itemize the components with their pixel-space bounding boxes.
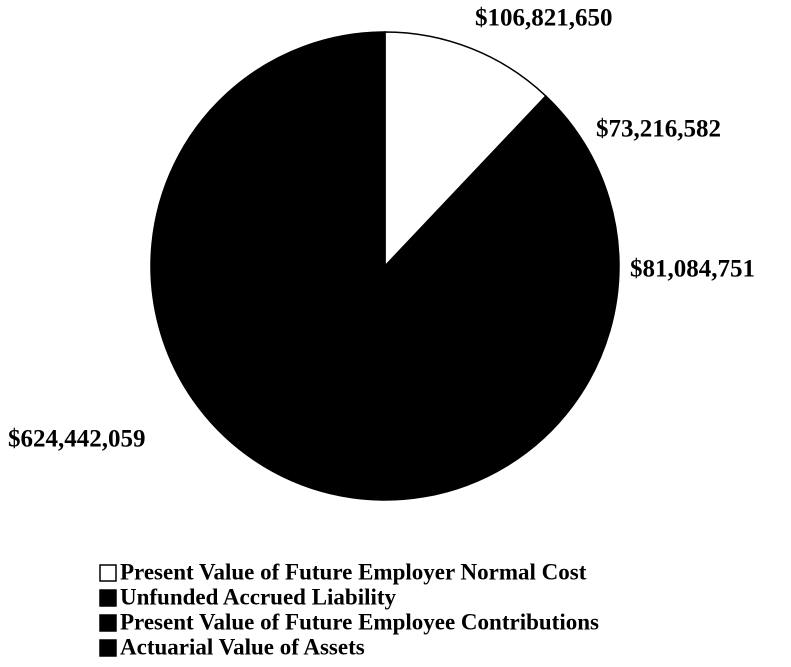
legend-swatch: [99, 614, 117, 632]
legend-label: Unfunded Accrued Liability: [120, 584, 397, 609]
value-label: $624,442,059: [8, 426, 146, 453]
legend-label: Actuarial Value of Assets: [120, 634, 365, 659]
pie-slice: [382, 94, 610, 268]
legend-swatch: [99, 564, 117, 582]
legend-label: Present Value of Future Employer Normal …: [120, 559, 587, 584]
pie-slice: [150, 31, 611, 501]
pie-slice: [384, 31, 547, 268]
pie-slice: [382, 197, 620, 333]
legend-label: Present Value of Future Employee Contrib…: [120, 609, 599, 634]
legend-swatch: [99, 639, 117, 657]
value-label: $106,821,650: [475, 5, 613, 32]
value-label: $73,216,582: [596, 116, 721, 143]
legend-swatch: [99, 589, 117, 607]
value-label: $81,084,751: [630, 256, 755, 283]
